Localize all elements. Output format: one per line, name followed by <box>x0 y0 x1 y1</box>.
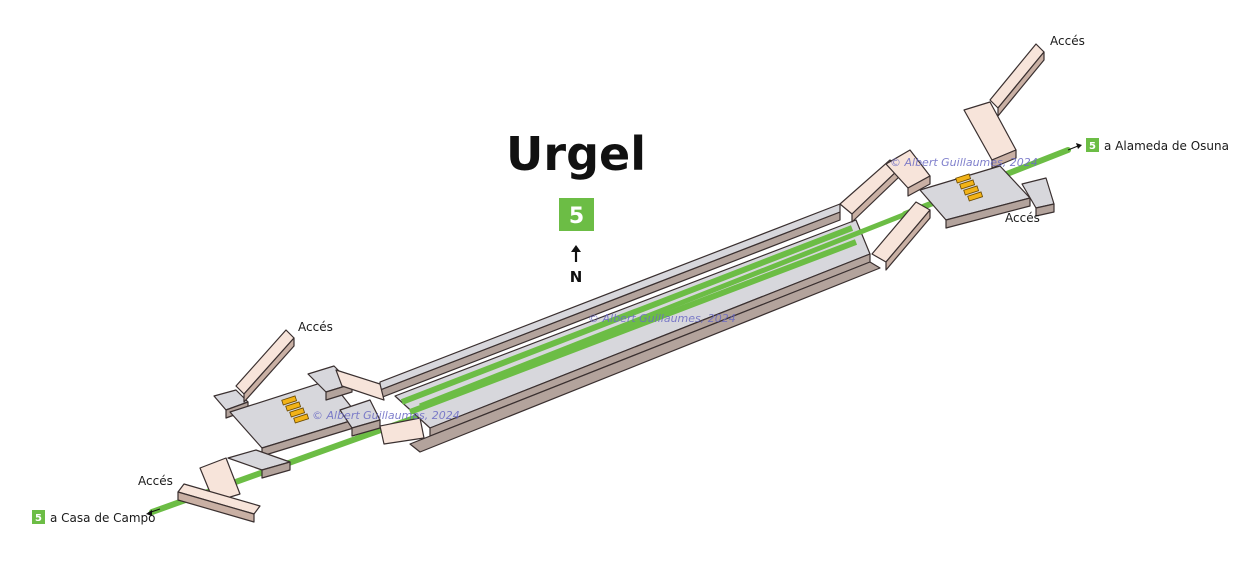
destination-east: 5 a Alameda de Osuna <box>1067 138 1229 153</box>
east-escalator <box>955 173 984 202</box>
access-label-east: Accés <box>1005 211 1040 225</box>
east-vestibule <box>839 149 1055 271</box>
access-label-northeast: Accés <box>1050 34 1085 48</box>
north-label: N <box>570 268 583 286</box>
arrow-right-icon <box>1076 143 1082 149</box>
credit-watermark: © Albert Guillaumes, 2024 <box>312 409 460 422</box>
arrow-left-icon <box>146 510 152 516</box>
west-access-stairs-north <box>235 329 295 403</box>
credit-watermark: © Albert Guillaumes, 2024 <box>588 312 736 325</box>
station-title: Urgel <box>506 127 646 181</box>
east-access-stairs-north <box>963 43 1045 169</box>
destination-west-label: a Casa de Campo <box>50 511 156 525</box>
north-arrow-icon <box>571 245 581 262</box>
west-vestibule <box>213 365 425 479</box>
line-badge-number: 5 <box>569 204 584 229</box>
platform-tracks <box>400 211 907 415</box>
access-label-northwest: Accés <box>298 320 333 334</box>
line-badge: 5 <box>559 198 594 231</box>
credit-watermark: © Albert Guillaumes, 2024 <box>890 156 1038 169</box>
destination-west: 5 a Casa de Campo <box>32 508 161 525</box>
access-label-southwest: Accés <box>138 474 173 488</box>
west-access-stairs-south <box>177 457 261 523</box>
destination-west-line: 5 <box>35 513 42 524</box>
destination-east-line: 5 <box>1089 141 1096 152</box>
destination-east-label: a Alameda de Osuna <box>1104 139 1229 153</box>
west-escalator <box>281 395 310 424</box>
